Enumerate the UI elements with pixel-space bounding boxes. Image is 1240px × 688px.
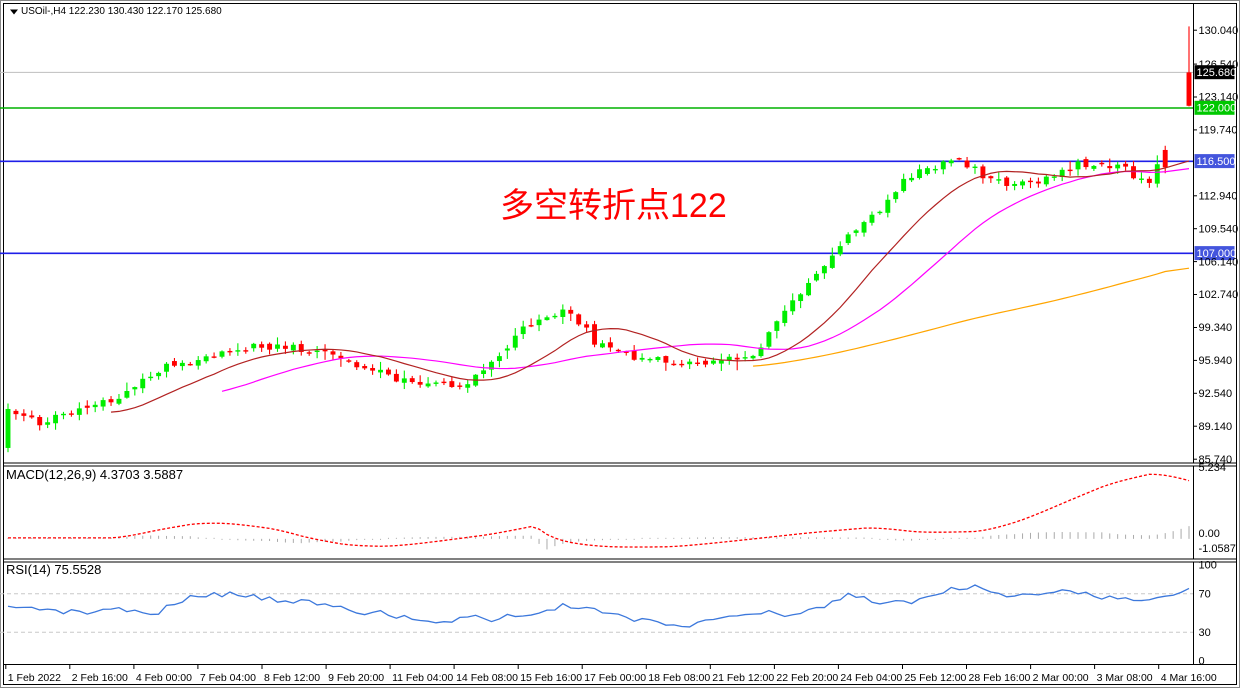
svg-text:112.940: 112.940 bbox=[1199, 191, 1238, 203]
svg-text:122.000: 122.000 bbox=[1197, 103, 1237, 115]
svg-text:5.234: 5.234 bbox=[1199, 462, 1227, 474]
svg-text:99.340: 99.340 bbox=[1199, 322, 1233, 334]
svg-text:15 Feb 16:00: 15 Feb 16:00 bbox=[520, 672, 582, 684]
svg-text:106.140: 106.140 bbox=[1199, 256, 1239, 268]
svg-text:109.540: 109.540 bbox=[1199, 223, 1239, 235]
svg-text:92.540: 92.540 bbox=[1199, 388, 1233, 400]
svg-text:119.740: 119.740 bbox=[1199, 125, 1238, 137]
svg-text:25 Feb 12:00: 25 Feb 12:00 bbox=[905, 672, 967, 684]
svg-text:100: 100 bbox=[1199, 560, 1217, 572]
svg-text:1 Feb 2022: 1 Feb 2022 bbox=[8, 672, 61, 684]
svg-text:70: 70 bbox=[1199, 589, 1211, 601]
svg-text:102.740: 102.740 bbox=[1199, 289, 1239, 301]
svg-text:0: 0 bbox=[1199, 656, 1205, 668]
svg-text:4 Feb 00:00: 4 Feb 00:00 bbox=[136, 672, 192, 684]
svg-text:24 Feb 04:00: 24 Feb 04:00 bbox=[840, 672, 902, 684]
svg-text:89.140: 89.140 bbox=[1199, 421, 1233, 433]
svg-text:7 Feb 04:00: 7 Feb 04:00 bbox=[200, 672, 256, 684]
svg-text:130.040: 130.040 bbox=[1199, 25, 1239, 37]
svg-text:21 Feb 12:00: 21 Feb 12:00 bbox=[712, 672, 774, 684]
svg-text:11 Feb 04:00: 11 Feb 04:00 bbox=[392, 672, 453, 684]
svg-text:95.940: 95.940 bbox=[1199, 355, 1233, 367]
svg-text:28 Feb 16:00: 28 Feb 16:00 bbox=[969, 672, 1031, 684]
svg-text:3 Mar 08:00: 3 Mar 08:00 bbox=[1097, 672, 1153, 684]
svg-text:22 Feb 20:00: 22 Feb 20:00 bbox=[776, 672, 838, 684]
svg-text:30: 30 bbox=[1199, 627, 1211, 639]
svg-text:2 Feb 16:00: 2 Feb 16:00 bbox=[72, 672, 128, 684]
svg-text:RSI(14) 75.5528: RSI(14) 75.5528 bbox=[6, 562, 101, 577]
svg-text:18 Feb 08:00: 18 Feb 08:00 bbox=[648, 672, 710, 684]
svg-text:USOil-,H4 122.230 130.430 122: USOil-,H4 122.230 130.430 122.170 125.68… bbox=[21, 6, 222, 17]
svg-text:116.500: 116.500 bbox=[1197, 156, 1236, 168]
svg-text:125.680: 125.680 bbox=[1197, 67, 1237, 79]
svg-text:9 Feb 20:00: 9 Feb 20:00 bbox=[328, 672, 384, 684]
svg-text:14 Feb 08:00: 14 Feb 08:00 bbox=[456, 672, 518, 684]
svg-text:-1.0587: -1.0587 bbox=[1199, 543, 1236, 555]
svg-text:多空转折点122: 多空转折点122 bbox=[500, 187, 727, 225]
svg-text:8 Feb 12:00: 8 Feb 12:00 bbox=[264, 672, 320, 684]
svg-text:17 Feb 00:00: 17 Feb 00:00 bbox=[584, 672, 646, 684]
svg-text:2 Mar 00:00: 2 Mar 00:00 bbox=[1033, 672, 1089, 684]
svg-text:0.00: 0.00 bbox=[1199, 528, 1220, 540]
svg-text:MACD(12,26,9) 4.3703 3.5887: MACD(12,26,9) 4.3703 3.5887 bbox=[6, 467, 183, 482]
svg-text:4 Mar 16:00: 4 Mar 16:00 bbox=[1161, 672, 1217, 684]
